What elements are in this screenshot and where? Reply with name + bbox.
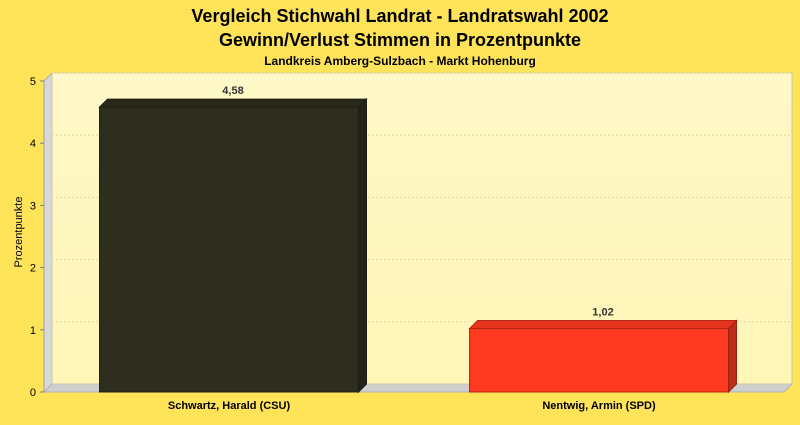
bar-top-face: [98, 98, 368, 108]
y-tick-label: 0: [30, 387, 36, 399]
bar-value-label: 1,02: [592, 307, 613, 319]
bar: [469, 328, 729, 393]
y-tick-label: 1: [30, 325, 36, 337]
y-axis-ticks: 0 1 2 3 4 5: [30, 76, 44, 399]
chart-subtitle: Landkreis Amberg-Sulzbach - Markt Hohenb…: [264, 54, 536, 68]
x-tick-label: Schwartz, Harald (CSU): [168, 400, 291, 412]
bar-side-face: [728, 319, 737, 394]
y-axis-label: Prozentpunkte: [13, 197, 25, 268]
bar-side-face: [358, 97, 367, 394]
bar-top-face: [468, 320, 738, 330]
x-axis-labels: Schwartz, Harald (CSU) Nentwig, Armin (SP…: [168, 400, 656, 412]
y-tick-label: 4: [30, 138, 36, 150]
plot-left-wall: [43, 71, 53, 394]
chart-title-line-2: Gewinn/Verlust Stimmen in Prozentpunkte: [219, 30, 581, 50]
bar: [99, 106, 359, 393]
bar-value-label: 4,58: [222, 85, 243, 97]
y-tick-label: 3: [30, 200, 36, 212]
x-tick-label: Nentwig, Armin (SPD): [542, 400, 656, 412]
chart-title: Vergleich Stichwahl Landrat - Landratswa…: [191, 6, 608, 26]
y-tick-label: 2: [30, 263, 36, 275]
bars: 4,58 1,02: [98, 85, 738, 394]
y-tick-label: 5: [30, 76, 36, 88]
